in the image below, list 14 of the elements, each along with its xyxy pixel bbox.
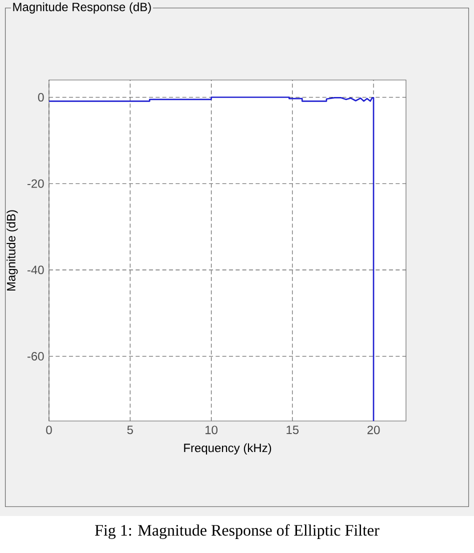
y-tick-label: -60 [27,352,44,361]
y-axis-title: Magnitude (dB) [6,210,18,291]
x-tick-label: 15 [286,426,299,434]
line-series [49,96,374,421]
x-tick-label: 5 [127,426,133,434]
x-tick-label: 0 [46,426,52,434]
x-axis-title: Frequency (kHz) [184,443,272,455]
x-tick-label: 10 [206,426,218,434]
y-tick-label: 0 [38,93,44,102]
chart-title: Magnitude Response (dB) [13,2,151,14]
caption: Fig 1: Magnitude Response of Elliptic Filter [95,524,380,540]
x-tick-label: 20 [367,426,380,434]
y-tick-label: -40 [27,266,44,274]
y-tick-label: -20 [27,179,44,188]
